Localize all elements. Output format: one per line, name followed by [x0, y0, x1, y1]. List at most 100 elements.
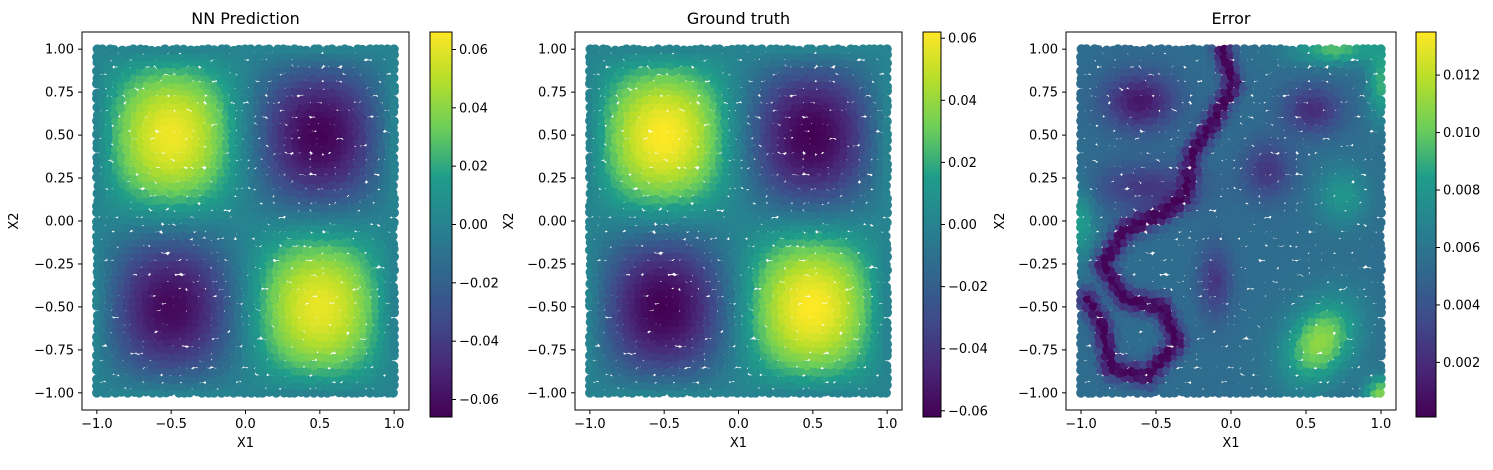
- scatter-point: [302, 366, 312, 377]
- scatter-point: [283, 282, 294, 292]
- scatter-point: [389, 251, 399, 262]
- scatter-point: [621, 44, 632, 55]
- scatter-point: [160, 44, 170, 55]
- scatter-point: [881, 95, 892, 106]
- scatter-point: [129, 59, 140, 70]
- scatter-point: [389, 143, 399, 154]
- colorbar-tick-label: 0.00: [948, 218, 977, 233]
- scatter-point: [720, 103, 731, 113]
- scatter-point: [190, 137, 200, 147]
- scatter-point: [831, 332, 841, 342]
- scatter-point: [191, 309, 201, 320]
- scatter-point: [789, 288, 799, 298]
- scatter-point: [196, 146, 206, 156]
- scatter-point: [1375, 387, 1385, 398]
- scatter-point: [751, 95, 762, 105]
- y-tick-label: 0.00: [538, 215, 567, 230]
- scatter-point: [227, 72, 238, 83]
- scatter-point: [739, 167, 750, 178]
- scatter-point: [1287, 387, 1298, 398]
- y-tick-label: 0.25: [45, 172, 74, 187]
- scatter-point: [159, 116, 170, 127]
- colorbar-tick-label: 0.06: [459, 43, 488, 58]
- scatter-point: [153, 374, 164, 385]
- scatter-point: [838, 173, 849, 184]
- scatter-point: [344, 288, 355, 299]
- scatter-point: [764, 367, 774, 378]
- scatter-point: [121, 331, 132, 342]
- scatter-point: [264, 195, 275, 205]
- scatter-point: [221, 44, 232, 55]
- scatter-point: [332, 381, 343, 392]
- scatter-point: [683, 152, 694, 162]
- scatter-point: [627, 252, 638, 262]
- scatter-point: [664, 374, 675, 385]
- scatter-point: [862, 289, 873, 299]
- scatter-point: [862, 224, 873, 235]
- scatter-point: [258, 216, 268, 227]
- scatter-point: [308, 275, 319, 285]
- scatter-point: [589, 51, 600, 62]
- scatter-point: [882, 58, 892, 68]
- scatter-point: [596, 367, 607, 378]
- scatter-point: [388, 95, 399, 106]
- scatter-point: [245, 210, 256, 221]
- scatter-point: [369, 289, 380, 299]
- scatter-point: [676, 110, 687, 121]
- scatter-point: [652, 323, 663, 334]
- scatter-point: [719, 117, 730, 128]
- scatter-point: [271, 281, 281, 292]
- scatter-point: [98, 215, 108, 226]
- scatter-point: [664, 44, 675, 55]
- scatter-point: [670, 167, 681, 178]
- scatter-point: [166, 224, 177, 234]
- scatter-point: [1301, 380, 1312, 391]
- scatter-point: [340, 108, 350, 119]
- scatter-point: [627, 224, 638, 235]
- scatter-point: [202, 238, 213, 249]
- y-axis-label: X2: [7, 212, 22, 229]
- scatter-point: [794, 115, 804, 126]
- colorbar-tick-label: −0.02: [948, 280, 988, 295]
- colorbar-tick-label: 0.02: [948, 156, 977, 171]
- scatter-point: [307, 181, 318, 192]
- scatter-point: [141, 88, 151, 99]
- scatter-point: [387, 231, 398, 242]
- scatter-point: [831, 324, 842, 334]
- scatter-point: [825, 381, 836, 392]
- scatter-point: [664, 143, 674, 154]
- scatter-point: [141, 208, 151, 219]
- scatter-point: [880, 187, 891, 198]
- scatter-point: [863, 137, 874, 148]
- scatter-point: [376, 245, 386, 256]
- scatter-point: [369, 224, 380, 235]
- scatter-point: [319, 130, 330, 141]
- scatter-point: [795, 209, 806, 220]
- scatter-point: [389, 217, 399, 228]
- scatter-point: [881, 259, 891, 270]
- colorbar-tick-label: 0.00: [459, 218, 488, 233]
- scatter-point: [850, 188, 861, 199]
- scatter-point: [813, 367, 823, 378]
- scatter-point: [882, 380, 892, 391]
- scatter-point: [152, 231, 163, 242]
- scatter-point: [177, 167, 188, 178]
- scatter-point: [665, 122, 675, 133]
- scatter-point: [134, 252, 145, 262]
- scatter-point: [245, 87, 256, 98]
- scatter-point: [245, 366, 256, 377]
- scatter-point: [97, 44, 108, 55]
- scatter-point: [832, 187, 843, 198]
- scatter-point: [758, 375, 769, 385]
- scatter-point: [302, 246, 312, 257]
- panel-3: −1.0 −0.5 0.0 0.5 1.0−1.00−0.75−0.50−0.250.0…: [993, 9, 1480, 451]
- scatter-point: [277, 245, 288, 256]
- scatter-point: [882, 44, 892, 55]
- scatter-point: [339, 267, 349, 277]
- scatter-point: [191, 80, 201, 90]
- scatter-point: [671, 346, 682, 357]
- scatter-point: [585, 332, 595, 342]
- scatter-point: [795, 87, 806, 98]
- scatter-point: [602, 260, 613, 270]
- scatter-point: [314, 309, 325, 319]
